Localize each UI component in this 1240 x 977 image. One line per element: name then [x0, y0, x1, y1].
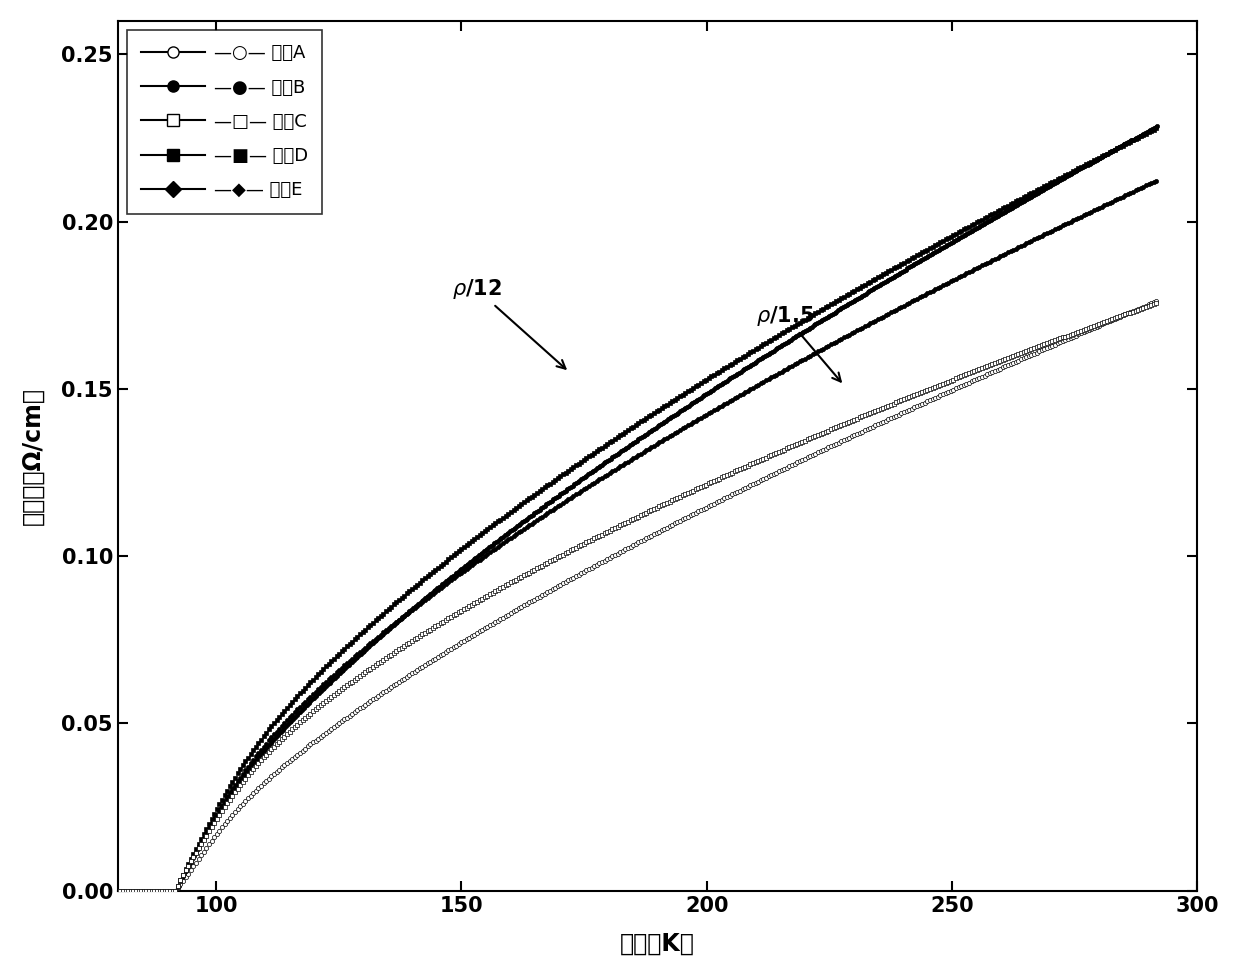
Text: $\rho$/1.5: $\rho$/1.5	[756, 304, 841, 382]
Legend: —○— 样品A, —●— 样品B, —□— 样品C, —■— 样品D, —◆— 样品E: —○— 样品A, —●— 样品B, —□— 样品C, —■— 样品D, —◆— …	[126, 30, 322, 214]
X-axis label: 温度（K）: 温度（K）	[620, 932, 696, 956]
Y-axis label: 电阵率（Ω/cm）: 电阵率（Ω/cm）	[21, 387, 45, 525]
Text: $\rho$/12: $\rho$/12	[451, 277, 565, 368]
